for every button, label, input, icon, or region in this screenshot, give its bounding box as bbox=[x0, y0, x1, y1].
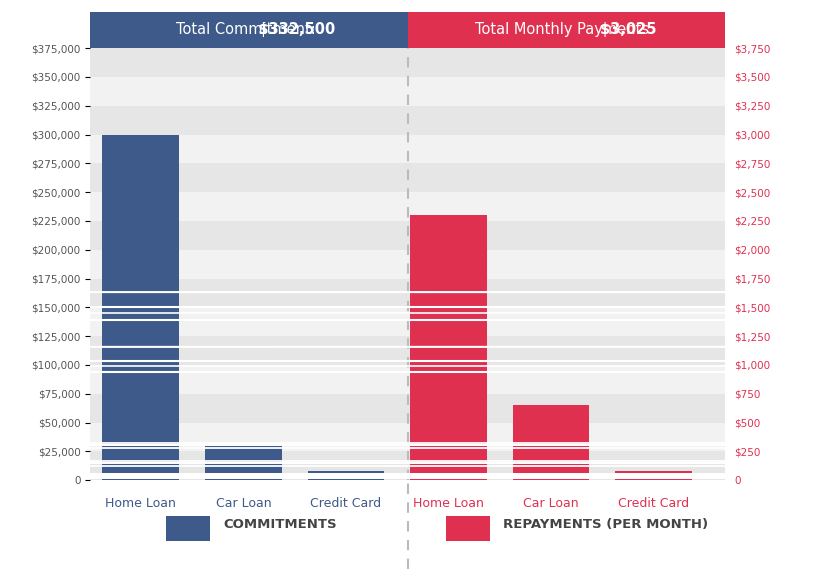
Bar bbox=[90, 451, 725, 480]
Bar bbox=[90, 106, 725, 134]
Bar bbox=[0, 361, 815, 372]
Bar bbox=[446, 516, 490, 541]
Text: COMMITMENTS: COMMITMENTS bbox=[223, 518, 337, 531]
Bar bbox=[90, 278, 725, 307]
Bar bbox=[90, 336, 725, 365]
Bar bbox=[90, 394, 725, 422]
Bar bbox=[90, 250, 725, 278]
Bar bbox=[410, 215, 487, 480]
Bar bbox=[90, 12, 408, 48]
Bar bbox=[615, 471, 692, 480]
Bar bbox=[205, 446, 282, 480]
Bar bbox=[0, 443, 815, 445]
Bar bbox=[90, 77, 725, 106]
Bar bbox=[408, 12, 725, 48]
Bar bbox=[90, 422, 725, 451]
Bar bbox=[90, 163, 725, 192]
Bar bbox=[90, 134, 725, 163]
Text: Car Loan: Car Loan bbox=[216, 497, 271, 510]
Bar bbox=[103, 134, 179, 480]
Bar bbox=[90, 307, 725, 336]
Text: $3,025: $3,025 bbox=[477, 22, 656, 37]
Text: $332,500: $332,500 bbox=[161, 22, 336, 37]
Bar bbox=[90, 48, 725, 77]
Bar bbox=[0, 474, 815, 478]
Bar bbox=[166, 516, 210, 541]
Bar bbox=[0, 313, 815, 320]
Text: Home Loan: Home Loan bbox=[413, 497, 484, 510]
Bar bbox=[0, 445, 815, 447]
Text: Total Commitment:: Total Commitment: bbox=[176, 22, 321, 37]
Bar bbox=[513, 405, 589, 480]
Text: Credit Card: Credit Card bbox=[618, 497, 689, 510]
Bar bbox=[0, 464, 815, 466]
Text: Total Monthly Payments:: Total Monthly Payments: bbox=[474, 22, 659, 37]
Bar bbox=[0, 307, 815, 320]
Bar bbox=[307, 471, 385, 480]
Bar bbox=[90, 192, 725, 221]
Bar bbox=[90, 221, 725, 250]
Bar bbox=[0, 366, 815, 372]
Text: Home Loan: Home Loan bbox=[105, 497, 176, 510]
Bar bbox=[0, 461, 815, 464]
Bar bbox=[90, 365, 725, 394]
Text: Credit Card: Credit Card bbox=[311, 497, 381, 510]
Bar bbox=[0, 474, 815, 478]
Text: Car Loan: Car Loan bbox=[523, 497, 579, 510]
Text: REPAYMENTS (PER MONTH): REPAYMENTS (PER MONTH) bbox=[503, 518, 708, 531]
